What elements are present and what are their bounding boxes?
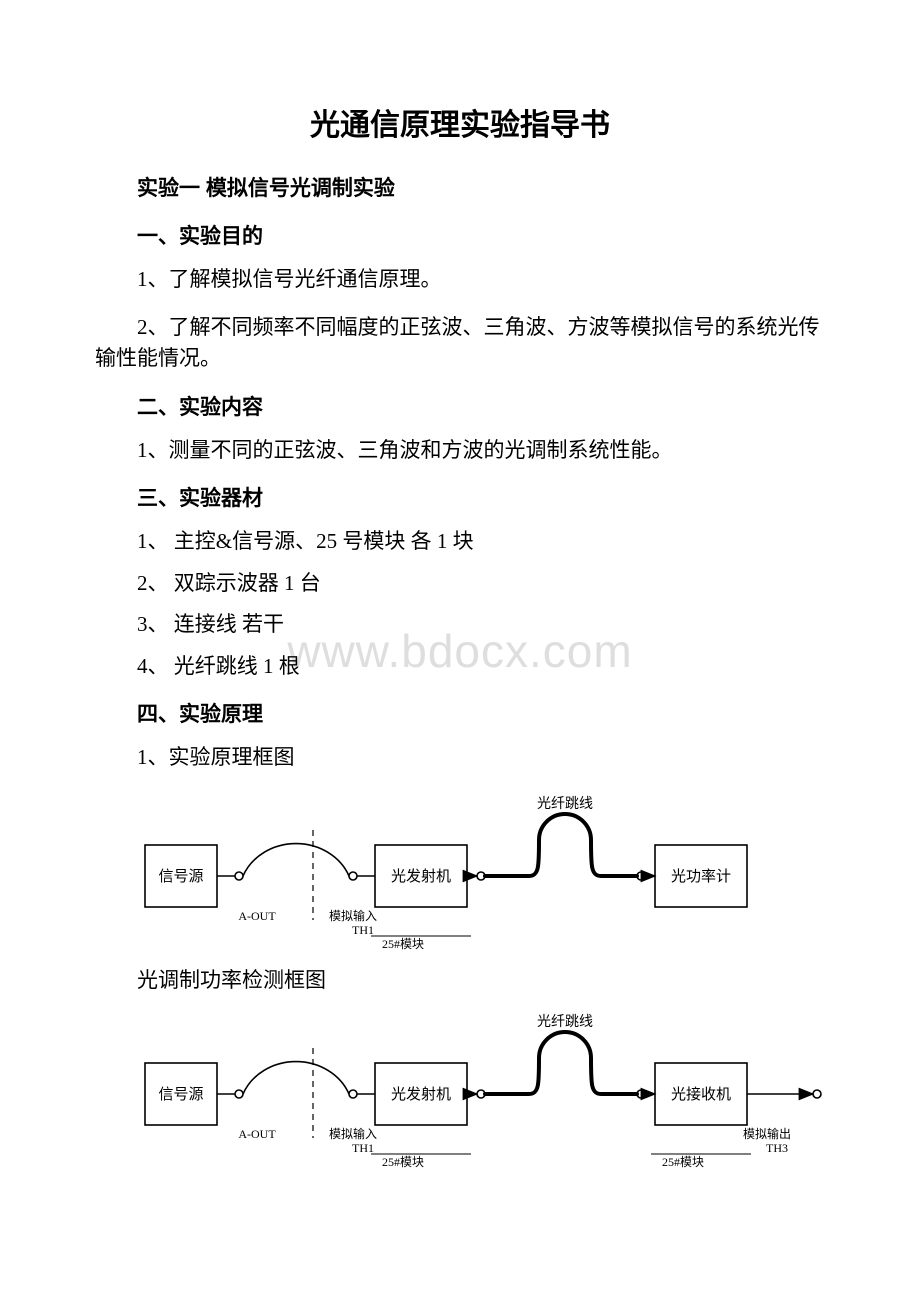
s3-item-4: 4、 光纤跳线 1 根 xyxy=(95,651,825,683)
s1-item-2: 2、了解不同频率不同幅度的正弦波、三角波、方波等模拟信号的系统光传输性能情况。 xyxy=(95,312,825,375)
section-3-head: 三、实验器材 xyxy=(95,482,825,512)
s3-item-1: 1、 主控&信号源、25 号模块 各 1 块 xyxy=(95,526,825,558)
svg-text:25#模块: 25#模块 xyxy=(662,1155,704,1168)
svg-text:25#模块: 25#模块 xyxy=(382,1155,424,1168)
page-content: 光通信原理实验指导书 实验一 模拟信号光调制实验 一、实验目的 1、了解模拟信号… xyxy=(95,100,825,1168)
svg-text:模拟输出: 模拟输出 xyxy=(743,1126,791,1141)
svg-text:TH1: TH1 xyxy=(352,1141,374,1155)
diagram-2: 光纤跳线信号源 光发射机 光接收机 A-OUT 模拟输入TH1 25#模块 模拟输出TH3 2… xyxy=(135,1008,825,1168)
svg-text:A-OUT: A-OUT xyxy=(238,1127,276,1141)
svg-text:25#模块: 25#模块 xyxy=(382,937,424,950)
s3-item-3: 3、 连接线 若干 xyxy=(95,609,825,641)
svg-text:光功率计: 光功率计 xyxy=(671,868,731,885)
svg-text:光发射机: 光发射机 xyxy=(391,868,451,885)
diagram-caption: 光调制功率检测框图 xyxy=(95,964,825,994)
svg-text:信号源: 信号源 xyxy=(158,868,203,885)
section-4-head: 四、实验原理 xyxy=(95,698,825,728)
svg-text:光纤跳线: 光纤跳线 xyxy=(537,796,593,812)
svg-text:信号源: 信号源 xyxy=(158,1086,203,1103)
s2-item-1: 1、测量不同的正弦波、三角波和方波的光调制系统性能。 xyxy=(95,435,825,467)
diagram-1-svg: 光纤跳线信号源 光发射机 光功率计 A-OUT 模拟输入TH1 25#模块 xyxy=(135,790,775,950)
s3-item-2: 2、 双踪示波器 1 台 xyxy=(95,568,825,600)
svg-text:光发射机: 光发射机 xyxy=(391,1086,451,1103)
svg-text:光纤跳线: 光纤跳线 xyxy=(537,1014,593,1030)
section-1-head: 一、实验目的 xyxy=(95,220,825,250)
svg-text:TH3: TH3 xyxy=(766,1141,788,1155)
diagram-2-svg: 光纤跳线信号源 光发射机 光接收机 A-OUT 模拟输入TH1 25#模块 模拟输出TH3 2… xyxy=(135,1008,835,1168)
experiment-heading: 实验一 模拟信号光调制实验 xyxy=(95,172,825,202)
svg-text:模拟输入: 模拟输入 xyxy=(329,1126,377,1141)
s1-item-1: 1、了解模拟信号光纤通信原理。 xyxy=(95,264,825,296)
svg-text:光接收机: 光接收机 xyxy=(671,1086,731,1103)
svg-text:TH1: TH1 xyxy=(352,923,374,937)
doc-title: 光通信原理实验指导书 xyxy=(95,100,825,144)
svg-text:模拟输入: 模拟输入 xyxy=(329,908,377,923)
svg-text:A-OUT: A-OUT xyxy=(238,909,276,923)
section-2-head: 二、实验内容 xyxy=(95,391,825,421)
s4-item-1: 1、实验原理框图 xyxy=(95,742,825,774)
diagram-1: 光纤跳线信号源 光发射机 光功率计 A-OUT 模拟输入TH1 25#模块 xyxy=(135,790,825,950)
